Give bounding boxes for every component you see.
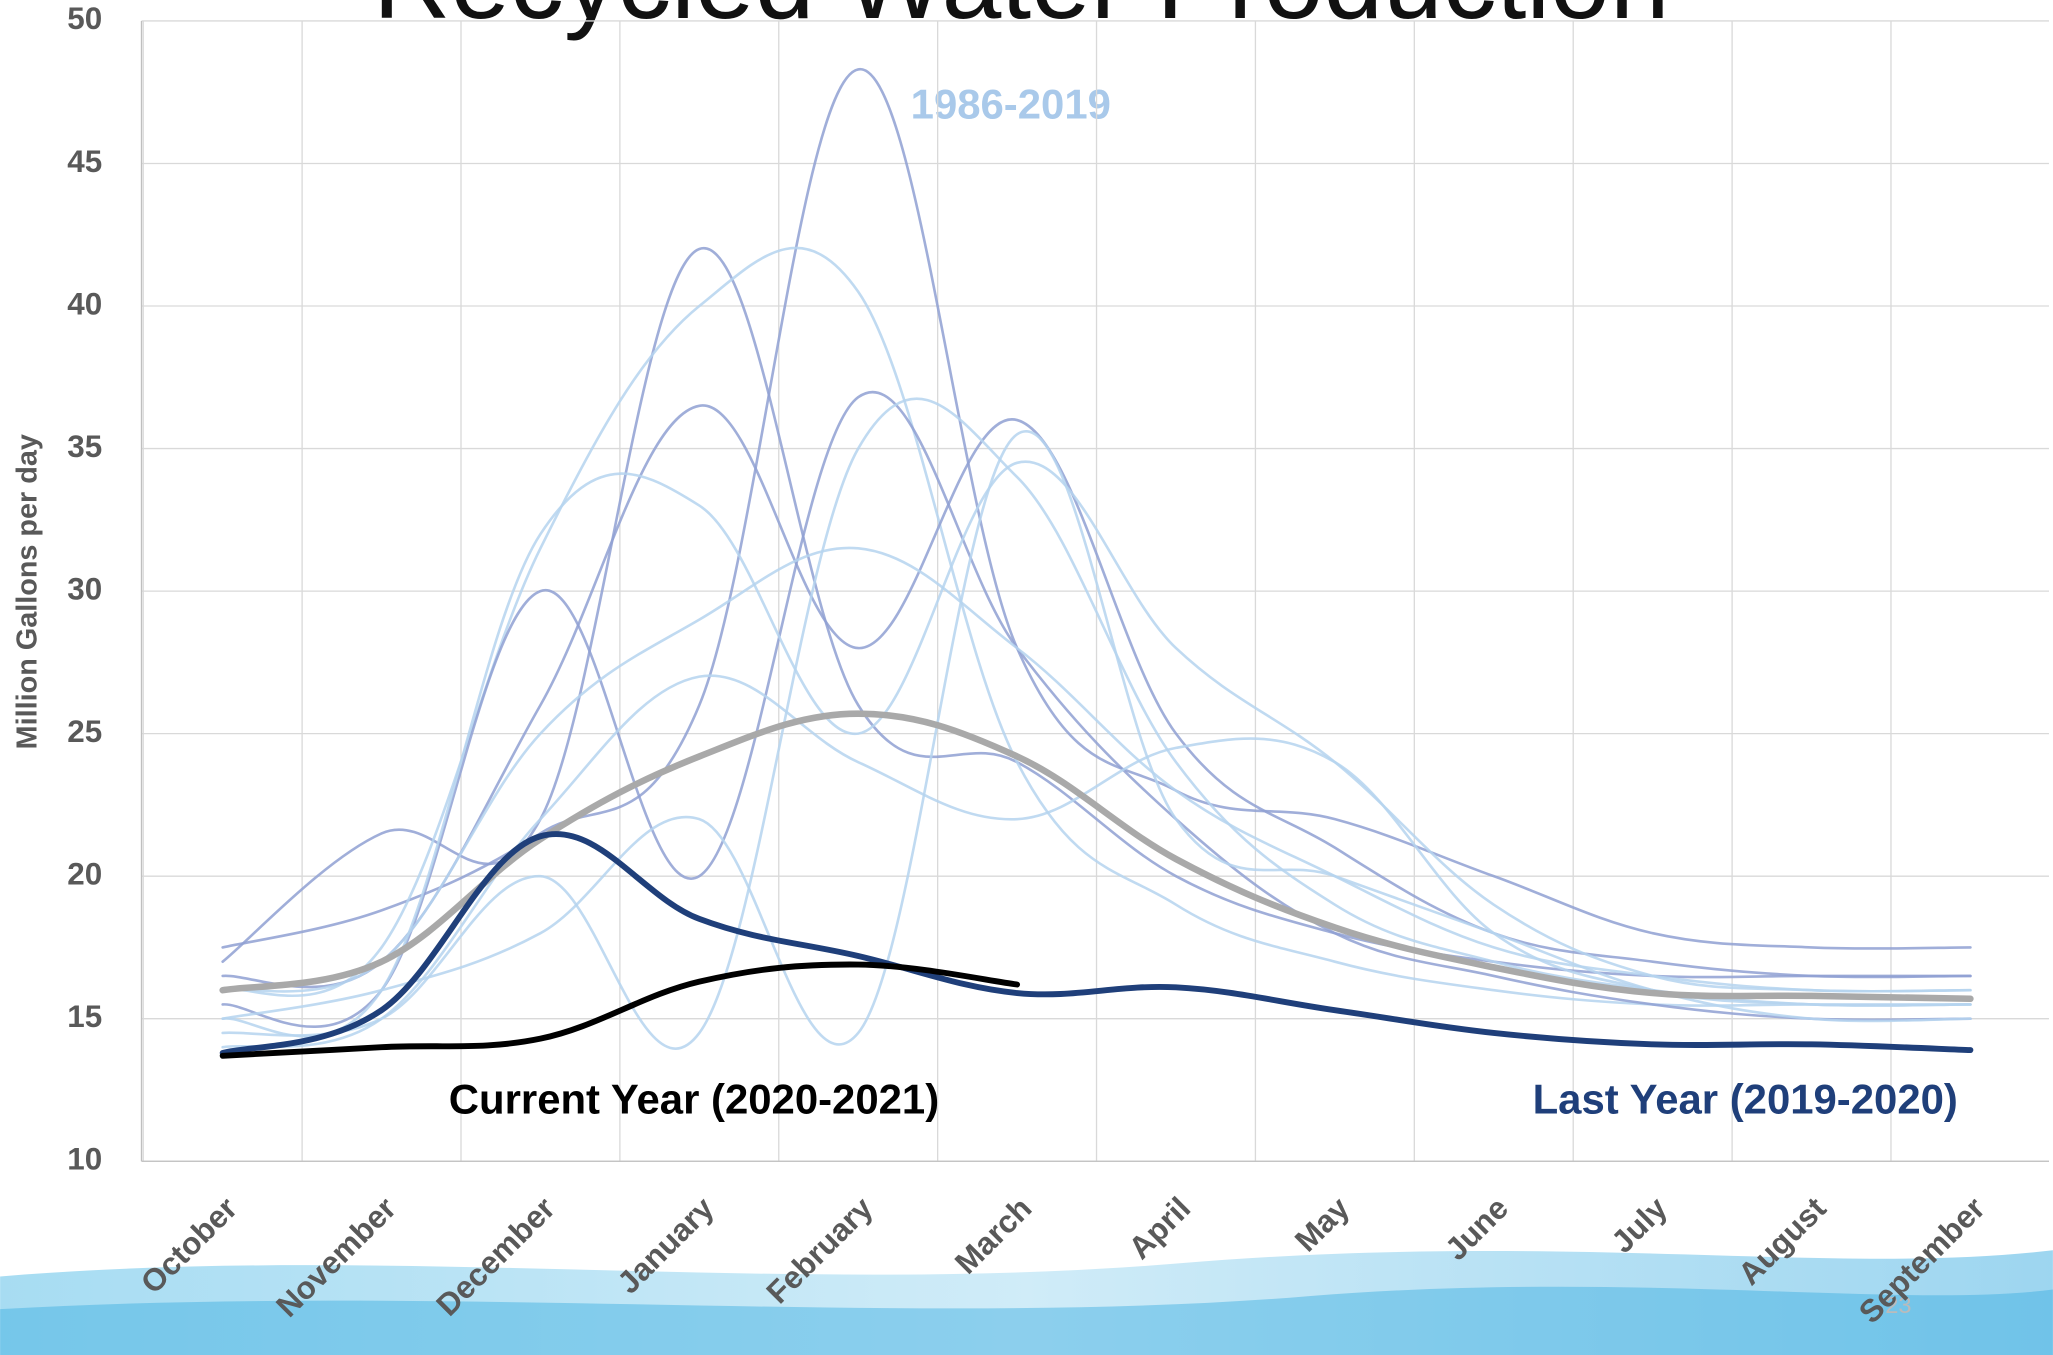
y-tick-label: 45 (67, 144, 102, 179)
x-tick-label: April (1122, 1191, 1197, 1266)
y-tick-label: 50 (67, 1, 102, 36)
series-line (221, 404, 1972, 989)
series-line (219, 831, 1974, 1056)
x-tick-label: March (948, 1191, 1038, 1281)
y-axis-label: Million Gallons per day (12, 434, 44, 749)
x-tick-label: July (1605, 1190, 1675, 1260)
y-tick-label: 40 (67, 286, 102, 321)
series-line (221, 390, 1972, 1028)
legend-label: Last Year (2019-2020) (1533, 1075, 1958, 1122)
series-line (221, 460, 1972, 1038)
series-line (219, 961, 1021, 1059)
y-tick-label: 15 (67, 999, 102, 1034)
page-number: 23 (1885, 1292, 1911, 1318)
series-line (221, 397, 1972, 1050)
x-tick-label: May (1288, 1190, 1356, 1258)
y-tick-label: 25 (67, 714, 102, 749)
annotation: 1986-2019 (911, 80, 1111, 127)
y-tick-label: 10 (67, 1142, 102, 1177)
y-tick-label: 20 (67, 856, 102, 891)
series-line (221, 546, 1972, 993)
series-line (221, 430, 1972, 1046)
legend-label: Current Year (2020-2021) (449, 1075, 939, 1122)
y-tick-label: 35 (67, 429, 102, 464)
y-tick-label: 30 (67, 571, 102, 606)
series-line (219, 710, 1974, 1003)
wave-decoration (0, 1250, 2053, 1355)
